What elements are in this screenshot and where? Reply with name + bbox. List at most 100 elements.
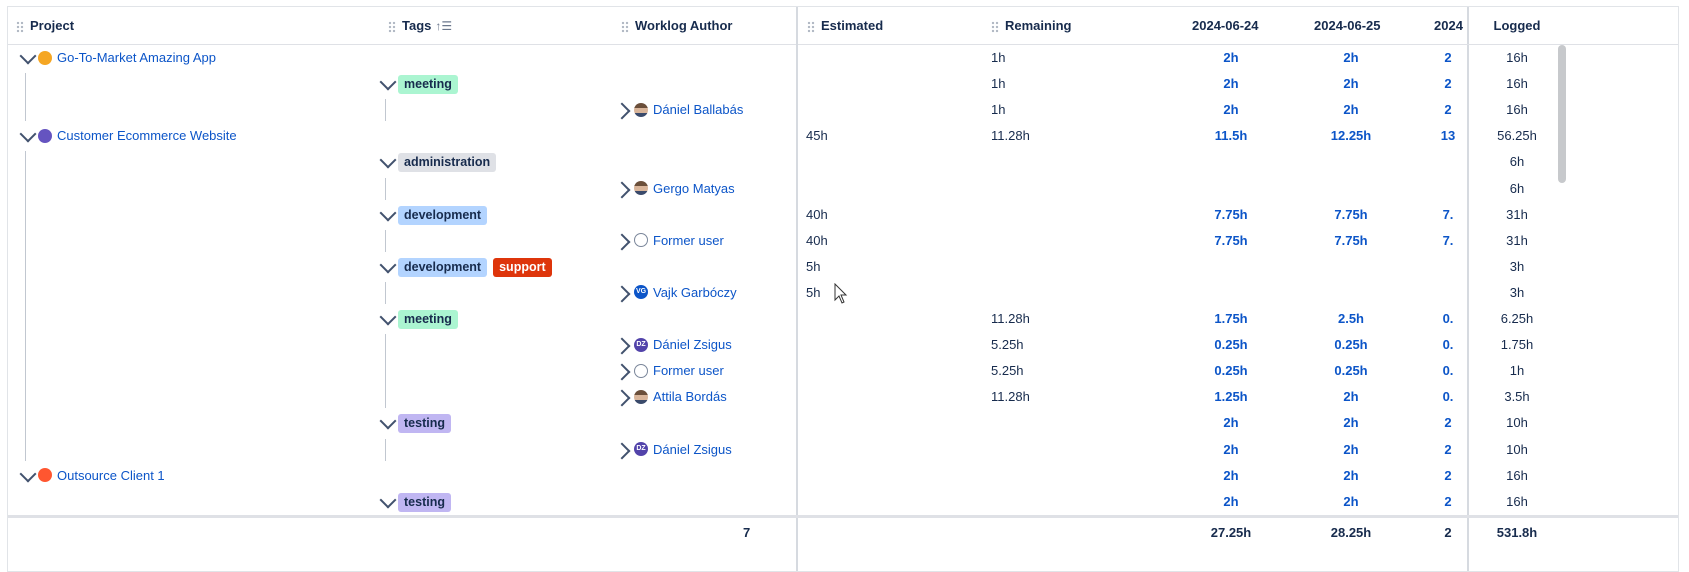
chevron-down-icon[interactable]	[379, 412, 397, 430]
chevron-right-icon[interactable]	[613, 442, 631, 459]
date-2-cell: 12.25h	[1330, 128, 1372, 144]
chevron-right-icon[interactable]	[613, 363, 631, 381]
date-2-cell: 2h	[1343, 102, 1359, 118]
chevron-right-icon[interactable]	[613, 233, 631, 251]
author-link[interactable]: Former user	[653, 363, 724, 379]
author-link[interactable]: Attila Bordás	[653, 389, 727, 405]
tag-row[interactable]: administration	[8, 149, 1678, 175]
author-link[interactable]: Former user	[653, 232, 724, 248]
tag-row[interactable]: meeting 11.28h 1.75h 2.5h 0.	[8, 306, 1678, 332]
logged-cell: 56.25h	[1497, 128, 1537, 144]
date-2-cell	[1291, 254, 1411, 280]
chevron-right-icon[interactable]	[613, 285, 631, 303]
author-row[interactable]: DZ Dániel Zsigus 2h 2h 2	[8, 437, 1678, 463]
estimated-cell: 40h	[806, 206, 828, 222]
logged-cell: 10h	[1506, 441, 1528, 457]
tag-badge-support: support	[493, 257, 552, 277]
date-2-cell: 2h	[1343, 50, 1359, 65]
scrollbar-thumb[interactable]	[1558, 45, 1566, 183]
date-1-cell: 2h	[1223, 441, 1239, 457]
column-header-worklog-author[interactable]: Worklog Author	[621, 7, 733, 44]
app-icon	[38, 50, 52, 65]
tag-row[interactable]: development 40h 7.75h 7.75h 7.	[8, 202, 1678, 228]
column-header-tags[interactable]: Tags ↑☰	[388, 7, 452, 44]
chevron-right-icon[interactable]	[613, 181, 631, 198]
project-row[interactable]: Outsource Client 1 2h 2h 2	[8, 463, 1678, 489]
author-link[interactable]: Gergo Matyas	[653, 180, 735, 196]
chevron-right-icon[interactable]	[613, 389, 631, 407]
column-header-date-1[interactable]: 2024-06-24	[1192, 18, 1259, 33]
author-link[interactable]: Dániel Zsigus	[653, 441, 732, 457]
remaining-cell: 5.25h	[991, 337, 1024, 353]
chevron-down-icon[interactable]	[379, 151, 397, 169]
chevron-down-icon[interactable]	[379, 256, 397, 274]
drag-handle-icon[interactable]	[16, 20, 24, 33]
drag-handle-icon[interactable]	[621, 20, 629, 33]
chevron-down-icon[interactable]	[379, 204, 397, 222]
chevron-right-icon[interactable]	[613, 337, 631, 355]
author-link[interactable]: Dániel Zsigus	[653, 337, 732, 353]
tag-row[interactable]: testing 2h 2h 2	[8, 410, 1678, 436]
avatar-photo	[634, 389, 648, 404]
author-row[interactable]: Attila Bordás 11.28h 1.25h 2h 0.	[8, 384, 1678, 410]
project-link[interactable]: Outsource Client 1	[57, 467, 165, 483]
drag-handle-icon[interactable]	[807, 20, 815, 33]
date-3-cell: 13	[1440, 128, 1456, 144]
column-header-date-3[interactable]: 2024	[1434, 18, 1463, 33]
author-row[interactable]: Former user 40h 7.75h 7.75h 7.	[8, 228, 1678, 254]
chevron-down-icon[interactable]	[19, 47, 37, 65]
column-divider	[1467, 7, 1469, 571]
totals-marker: 7	[743, 525, 751, 540]
author-row[interactable]: VG Vajk Garbóczy 5h	[8, 280, 1678, 306]
project-link[interactable]: Go-To-Market Amazing App	[57, 50, 216, 65]
date-3-cell	[1428, 280, 1468, 306]
date-3-cell: 7.	[1442, 206, 1454, 222]
vertical-scrollbar[interactable]	[1557, 45, 1567, 515]
logged-cell: 3h	[1509, 284, 1525, 300]
column-header-logged[interactable]: Logged	[1493, 18, 1541, 33]
grid-body: Go-To-Market Amazing App 1h 2h 2h 2 meeting 1h…	[8, 45, 1678, 515]
project-row[interactable]: Go-To-Market Amazing App 1h 2h 2h 2	[8, 45, 1678, 71]
date-3-cell: 7.	[1442, 232, 1454, 248]
logged-cell: 6h	[1509, 154, 1525, 170]
column-header-date-2[interactable]: 2024-06-25	[1314, 18, 1381, 33]
date-1-cell: 7.75h	[1214, 232, 1248, 248]
remaining-cell: 1h	[991, 102, 1006, 118]
author-row[interactable]: Dániel Ballabás 1h 2h 2h 2	[8, 97, 1678, 123]
logged-column: Logged 16h 16h 16h 56.25h 6h 6h 31h 31h 3h 3h 6.25…	[1467, 7, 1678, 571]
author-row[interactable]: Gergo Matyas	[8, 176, 1678, 202]
date-3-cell	[1428, 149, 1468, 175]
chevron-right-icon[interactable]	[613, 102, 631, 120]
tag-row[interactable]: development support 5h	[8, 254, 1678, 280]
project-row[interactable]: Customer Ecommerce Website 45h 11.28h 11.5h…	[8, 123, 1678, 149]
author-row[interactable]: DZ Dániel Zsigus 5.25h 0.25h 0.25h 0.	[8, 332, 1678, 358]
chevron-down-icon[interactable]	[379, 308, 397, 326]
author-link[interactable]: Vajk Garbóczy	[653, 284, 737, 300]
worklog-grid: Project Tags ↑☰ Worklog Author Estimated …	[7, 6, 1679, 572]
tag-row[interactable]: testing 2h 2h 2	[8, 489, 1678, 515]
tag-row[interactable]: meeting 1h 2h 2h 2	[8, 71, 1678, 97]
avatar-photo	[634, 181, 648, 196]
chevron-down-icon[interactable]	[379, 73, 397, 91]
column-header-project[interactable]: Project	[16, 7, 74, 44]
default-user-icon	[634, 363, 648, 378]
logged-cell: 31h	[1506, 232, 1528, 248]
date-2-cell: 7.75h	[1334, 206, 1368, 222]
column-header-estimated[interactable]: Estimated	[807, 7, 883, 44]
total-date-1: 27.25h	[1210, 525, 1252, 540]
date-3-cell: 2	[1444, 76, 1452, 92]
author-link[interactable]: Dániel Ballabás	[653, 102, 744, 118]
chevron-down-icon[interactable]	[19, 465, 37, 483]
tag-badge-meeting: meeting	[398, 310, 458, 330]
project-link[interactable]: Customer Ecommerce Website	[57, 128, 237, 144]
date-3-cell: 2	[1444, 50, 1452, 65]
drag-handle-icon[interactable]	[991, 20, 999, 33]
chevron-down-icon[interactable]	[379, 491, 397, 509]
tree-guide-line	[385, 229, 386, 252]
column-header-remaining[interactable]: Remaining	[991, 7, 1071, 44]
sort-ascending-icon[interactable]: ↑☰	[435, 19, 453, 33]
drag-handle-icon[interactable]	[388, 20, 396, 33]
author-row[interactable]: Former user 5.25h 0.25h 0.25h 0.	[8, 358, 1678, 384]
chevron-down-icon[interactable]	[19, 125, 37, 143]
date-1-cell: 1.25h	[1214, 389, 1248, 405]
